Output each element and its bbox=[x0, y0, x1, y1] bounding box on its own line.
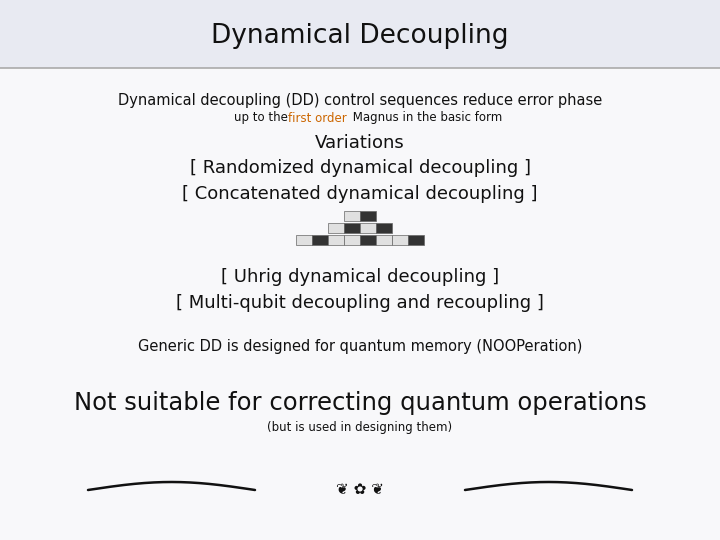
Text: first order: first order bbox=[289, 111, 347, 125]
Bar bbox=[376, 235, 392, 245]
Bar bbox=[296, 235, 312, 245]
Text: Dynamical decoupling (DD) control sequences reduce error phase: Dynamical decoupling (DD) control sequen… bbox=[118, 92, 602, 107]
Text: (but is used in designing them): (but is used in designing them) bbox=[267, 422, 453, 435]
Text: [ Randomized dynamical decoupling ]: [ Randomized dynamical decoupling ] bbox=[189, 159, 531, 177]
Bar bbox=[344, 223, 360, 233]
Text: [ Concatenated dynamical decoupling ]: [ Concatenated dynamical decoupling ] bbox=[182, 185, 538, 203]
Bar bbox=[344, 211, 360, 221]
Bar bbox=[328, 223, 344, 233]
Text: Generic DD is designed for quantum memory (NOOPeration): Generic DD is designed for quantum memor… bbox=[138, 340, 582, 354]
Text: Dynamical Decoupling: Dynamical Decoupling bbox=[211, 23, 509, 49]
Bar bbox=[360, 235, 376, 245]
Text: [ Multi-qubit decoupling and recoupling ]: [ Multi-qubit decoupling and recoupling … bbox=[176, 294, 544, 312]
Bar bbox=[376, 223, 392, 233]
Text: Magnus in the basic form: Magnus in the basic form bbox=[349, 111, 503, 125]
Bar bbox=[392, 235, 408, 245]
Bar bbox=[344, 235, 360, 245]
Text: Variations: Variations bbox=[315, 134, 405, 152]
Bar bbox=[0, 0, 720, 68]
Bar bbox=[360, 211, 376, 221]
Bar bbox=[312, 235, 328, 245]
Text: Not suitable for correcting quantum operations: Not suitable for correcting quantum oper… bbox=[73, 391, 647, 415]
Bar bbox=[328, 235, 344, 245]
Bar bbox=[360, 223, 376, 233]
Text: up to the: up to the bbox=[233, 111, 291, 125]
Text: [ Uhrig dynamical decoupling ]: [ Uhrig dynamical decoupling ] bbox=[221, 268, 499, 286]
Text: ❦ ✿ ❦: ❦ ✿ ❦ bbox=[336, 483, 384, 497]
Bar bbox=[408, 235, 424, 245]
